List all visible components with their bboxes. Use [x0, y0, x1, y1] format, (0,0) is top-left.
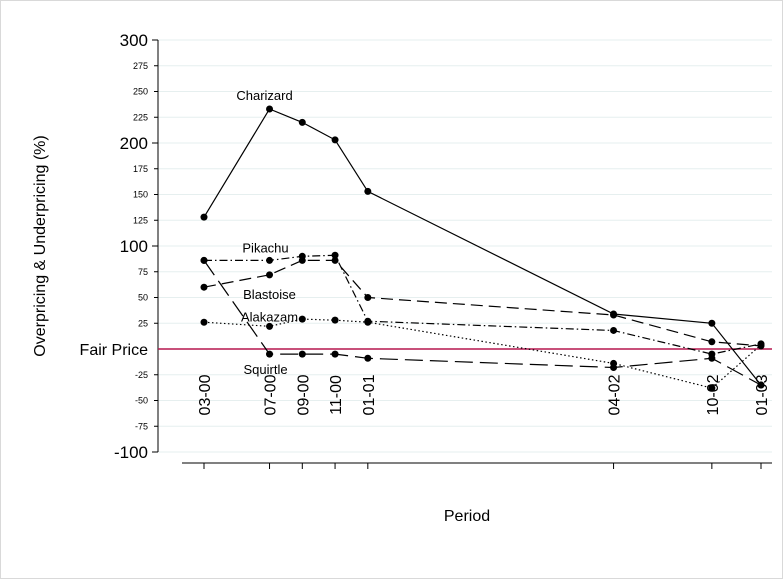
x-tick-label: 01-03 [754, 374, 771, 415]
data-point [200, 213, 208, 221]
y-tick-label: 25 [138, 318, 148, 328]
series-line [204, 254, 762, 355]
series-label-squirtle: Squirtle [243, 362, 287, 377]
series-line [203, 259, 762, 347]
series-line [203, 108, 762, 386]
data-point [364, 354, 372, 362]
data-point [757, 381, 765, 389]
y-axis-title: Overpricing & Underpricing (%) [32, 135, 49, 356]
x-tick-label: 10-02 [705, 374, 722, 415]
series-blastoise [200, 256, 765, 350]
data-point [266, 105, 274, 113]
data-point [331, 350, 339, 358]
x-tick-label: 03-00 [197, 374, 214, 415]
data-point [364, 294, 372, 301]
data-point [298, 256, 306, 264]
y-axis-ticks: 300 200 100 -100 275 250 225 175 150 125 75 50 25 -25… [114, 31, 158, 462]
data-point [708, 384, 716, 392]
y-tick-label: -50 [135, 396, 148, 406]
data-point [298, 118, 306, 126]
data-point [200, 318, 208, 326]
data-point [331, 136, 339, 144]
data-point [266, 350, 274, 358]
y-tick-label: 100 [120, 237, 148, 256]
data-point [708, 354, 716, 362]
data-point [757, 341, 765, 349]
data-point [708, 338, 716, 346]
data-point [331, 251, 339, 259]
y-tick-label: 175 [133, 164, 148, 174]
y-tick-label: -25 [135, 370, 148, 380]
series-squirtle [200, 256, 765, 389]
data-point [266, 256, 274, 264]
series-label-blastoise: Blastoise [243, 287, 296, 302]
y-tick-label: 50 [138, 293, 148, 303]
data-point [610, 364, 618, 372]
data-point [708, 319, 716, 327]
data-point [298, 315, 306, 323]
fair-price-line-group: Fair Price [80, 342, 772, 359]
data-point [298, 350, 306, 358]
data-point [331, 316, 339, 324]
x-tick-label: 09-00 [295, 374, 312, 415]
x-axis-ticks: 03-00 07-00 09-00 11-00 01-01 04-02 10-02 01-03 [197, 374, 771, 469]
series-label-alakazam: Alakazam [241, 309, 298, 324]
y-tick-label: 275 [133, 61, 148, 71]
series-label-pikachu: Pikachu [242, 240, 288, 255]
y-tick-label: 150 [133, 190, 148, 200]
x-tick-label: 07-00 [263, 374, 280, 415]
x-tick-label: 01-01 [361, 374, 378, 415]
y-tick-label: 75 [138, 267, 148, 277]
series-labels: Charizard Pikachu Blastoise Alakazam Squirtl… [236, 88, 298, 377]
data-point [266, 322, 274, 330]
y-tick-label: 125 [133, 215, 148, 225]
y-tick-label: -100 [114, 443, 148, 462]
data-point [266, 271, 274, 279]
series-charizard [200, 105, 765, 389]
y-tick-label: 300 [120, 31, 148, 50]
series-label-charizard: Charizard [236, 88, 292, 103]
data-point [610, 311, 618, 319]
y-tick-label: 200 [120, 134, 148, 153]
grid [158, 39, 772, 453]
fair-price-label: Fair Price [80, 342, 149, 359]
data-point [364, 187, 372, 195]
data-point [200, 256, 208, 264]
series-line [203, 260, 762, 386]
x-tick-label: 04-02 [607, 374, 624, 415]
y-tick-label: 225 [133, 112, 148, 122]
data-point [610, 326, 618, 334]
x-axis-title: Period [444, 508, 490, 525]
data-point [200, 283, 208, 291]
y-tick-label: -75 [135, 421, 148, 431]
series [200, 105, 765, 392]
x-tick-label: 11-00 [328, 375, 345, 415]
y-tick-label: 250 [133, 87, 148, 97]
data-point [364, 318, 372, 326]
series-line [203, 318, 762, 389]
data-point [331, 256, 339, 264]
